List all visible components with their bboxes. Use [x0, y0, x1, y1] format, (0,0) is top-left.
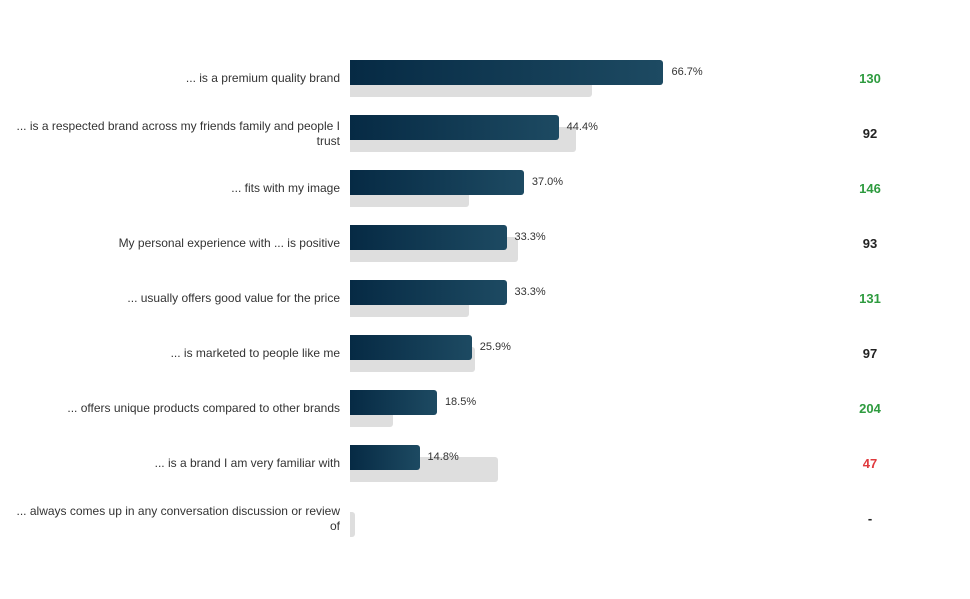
bar: [350, 280, 507, 305]
bar: [350, 60, 664, 85]
index-value: -: [867, 510, 873, 526]
data-label: 66.7%: [671, 66, 703, 78]
index-value: 97: [862, 345, 878, 361]
category-label: ... usually offers good value for the pr…: [127, 291, 340, 305]
index-value: 92: [862, 125, 878, 141]
index-value: 146: [859, 180, 881, 196]
category-label: My personal experience with ... is posit…: [118, 236, 340, 250]
category-label: ... always comes up in any conversation …: [16, 503, 340, 533]
data-label: 33.3%: [514, 286, 546, 298]
bar: [350, 335, 472, 360]
category-label: ... is a premium quality brand: [185, 71, 340, 85]
bar: [350, 115, 559, 140]
index-value: 131: [859, 290, 881, 306]
data-label: 25.9%: [479, 341, 511, 353]
data-label: 14.8%: [427, 451, 459, 463]
category-label: ... is marketed to people like me: [170, 346, 340, 360]
data-label: 37.0%: [531, 176, 564, 188]
data-label: 33.3%: [514, 231, 546, 243]
bar: [350, 170, 524, 195]
index-value: 130: [859, 70, 881, 86]
bar: [350, 390, 437, 415]
index-value: 204: [859, 400, 881, 416]
bar: [350, 225, 507, 250]
category-label: ... offers unique products compared to o…: [67, 401, 340, 415]
category-label: ... fits with my image: [231, 181, 340, 195]
reference-bar: [350, 512, 355, 537]
data-label: 18.5%: [444, 396, 477, 408]
bar: [350, 445, 420, 470]
category-label: ... is a brand I am very familiar with: [154, 456, 340, 470]
data-label: 44.4%: [566, 121, 598, 133]
index-value: 93: [862, 235, 878, 251]
category-label: ... is a respected brand across my frien…: [16, 118, 341, 148]
index-value: 47: [862, 455, 878, 471]
